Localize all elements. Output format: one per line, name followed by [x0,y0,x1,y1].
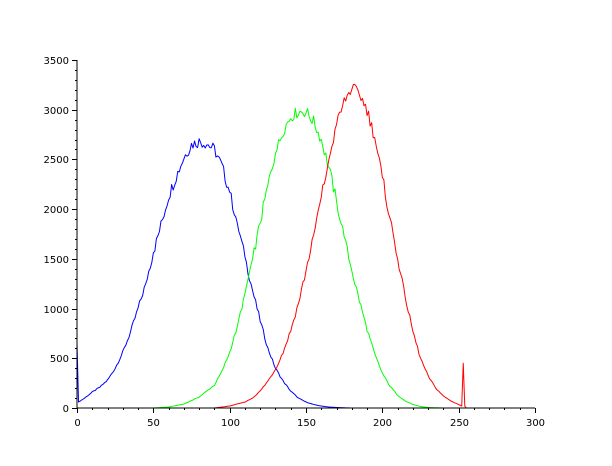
x-tick-label: 300 [526,418,545,429]
x-tick-label: 150 [297,418,316,429]
y-tick-label: 3500 [44,56,69,67]
y-tick-label: 500 [50,354,69,365]
x-tick-label: 250 [450,418,469,429]
tick-labels-layer: 0 50 100 150 200 250 3000500100015002000250030… [44,56,546,429]
ticks-layer [72,60,536,413]
x-tick-label: 100 [221,418,240,429]
y-tick-label: 1500 [44,255,69,266]
x-tick-label: 50 [147,418,160,429]
y-tick-label: 0 [63,404,69,415]
x-tick-label: 200 [373,418,392,429]
y-tick-label: 3000 [44,106,69,117]
x-tick-label: 0 [74,418,80,429]
y-tick-label: 2500 [44,155,69,166]
y-tick-label: 2000 [44,205,69,216]
y-tick-label: 1000 [44,305,69,316]
